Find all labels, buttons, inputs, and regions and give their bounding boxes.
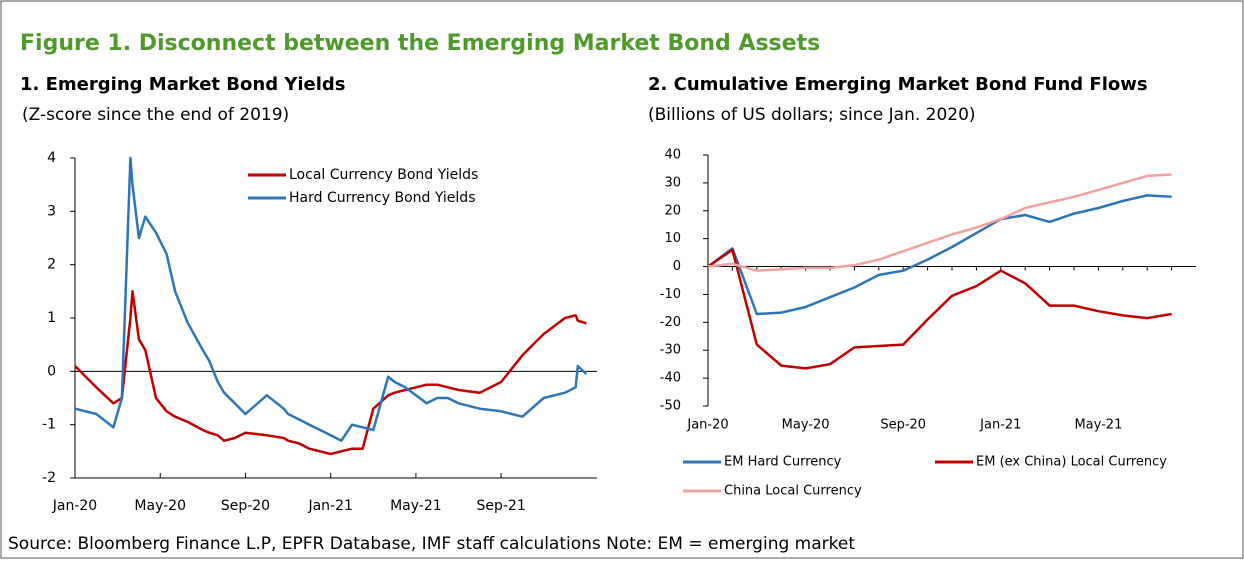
legend-label: EM (ex China) Local Currency <box>976 455 1167 470</box>
figure-title: Figure 1. Disconnect between the Emergin… <box>20 31 820 56</box>
y-tick-label: -50 <box>660 399 681 414</box>
x-tick-label: Sep-21 <box>476 498 525 514</box>
y-tick-label: -1 <box>42 417 56 433</box>
legend-label: Local Currency Bond Yields <box>289 167 478 183</box>
legend-label: Hard Currency Bond Yields <box>289 190 475 206</box>
y-tick-label: 30 <box>664 175 681 190</box>
x-tick-label: Jan-20 <box>52 498 97 514</box>
y-tick-label: 0 <box>673 259 681 274</box>
y-tick-label: -40 <box>660 371 681 386</box>
x-tick-label: Jan-20 <box>686 418 728 433</box>
panel-subtitle: (Z-score since the end of 2019) <box>22 105 289 125</box>
x-tick-label: Jan-21 <box>979 418 1021 433</box>
series-line <box>74 290 587 456</box>
y-tick-label: -2 <box>42 470 56 486</box>
series-line <box>707 173 1172 272</box>
series-line <box>707 194 1172 316</box>
source-note: Source: Bloomberg Finance L.P, EPFR Data… <box>8 534 855 554</box>
panel-title: 2. Cumulative Emerging Market Bond Fund … <box>648 74 1148 95</box>
y-tick-label: 0 <box>47 363 56 379</box>
y-tick-label: -10 <box>660 287 681 302</box>
y-tick-label: 20 <box>664 203 681 218</box>
x-tick-label: May-20 <box>782 418 830 433</box>
x-tick-label: May-21 <box>390 498 442 514</box>
x-tick-label: Jan-21 <box>307 498 352 514</box>
y-tick-label: 1 <box>47 310 56 326</box>
panel-title: 1. Emerging Market Bond Yields <box>20 74 346 95</box>
x-tick-label: May-20 <box>134 498 186 514</box>
legend-label: China Local Currency <box>724 484 862 499</box>
x-tick-label: May-21 <box>1074 418 1122 433</box>
y-tick-label: 10 <box>664 231 681 246</box>
y-tick-label: 40 <box>664 148 681 163</box>
x-tick-label: Sep-20 <box>221 498 270 514</box>
series-line <box>74 156 588 442</box>
y-tick-label: 2 <box>47 257 56 273</box>
x-tick-label: Sep-20 <box>880 418 926 433</box>
y-tick-label: -30 <box>660 343 681 358</box>
y-tick-label: -20 <box>660 315 681 330</box>
y-tick-label: 3 <box>47 203 56 219</box>
y-tick-label: 4 <box>47 150 56 166</box>
series-line <box>707 248 1172 370</box>
legend-label: EM Hard Currency <box>724 455 842 470</box>
panel-subtitle: (Billions of US dollars; since Jan. 2020… <box>648 105 976 125</box>
